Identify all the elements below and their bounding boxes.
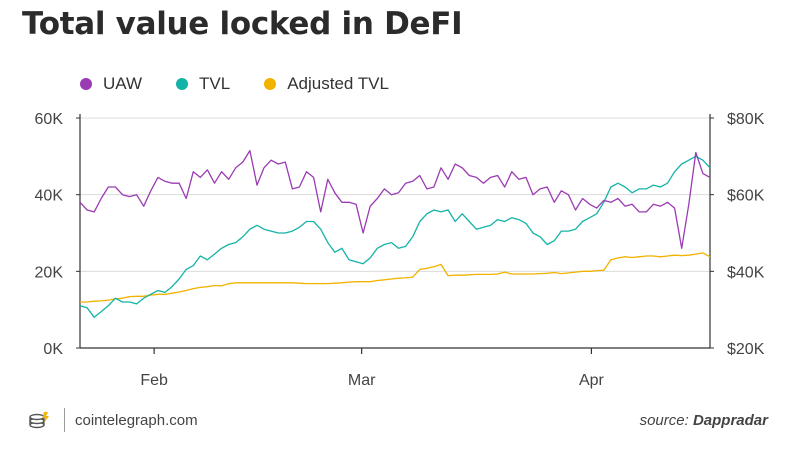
legend-swatch-adjusted-tvl: [264, 78, 277, 90]
chart-title: Total value locked in DeFI: [22, 6, 463, 42]
source-name: Dappradar: [692, 412, 768, 429]
brand-separator: [64, 408, 65, 432]
series-line-adjusted-tvl: [80, 252, 711, 303]
source-credit: source: Dappradar: [640, 412, 768, 429]
x-tick-label: Mar: [348, 372, 376, 389]
y-left-tick-label: 0K: [43, 341, 63, 358]
y-left-tick-label: 40K: [35, 188, 64, 205]
legend-swatch-uaw: [80, 78, 92, 90]
y-right-tick-label: $80K: [727, 111, 765, 128]
y-left-tick-label: 60K: [35, 111, 64, 128]
source-prefix: source:: [639, 412, 689, 429]
x-tick-label: Feb: [140, 372, 168, 389]
legend-item-tvl: TVL: [176, 74, 230, 94]
brand[interactable]: cointelegraph.com: [28, 408, 198, 432]
legend-label-tvl: TVL: [199, 74, 231, 93]
x-tick-label: Apr: [579, 372, 605, 389]
series-line-tvl: [79, 155, 711, 318]
legend-swatch-tvl: [176, 78, 189, 90]
cointelegraph-logo-icon: [29, 412, 49, 429]
legend-item-adjusted-tvl: Adjusted TVL: [264, 74, 389, 94]
y-left-tick-label: 20K: [35, 264, 64, 281]
legend-item-uaw: UAW: [80, 74, 142, 94]
brand-name: cointelegraph.com: [75, 411, 198, 429]
y-right-tick-label: $40K: [727, 264, 765, 281]
footer: cointelegraph.com source: Dappradar: [0, 394, 800, 450]
series-line-uaw: [79, 149, 711, 249]
legend-label-adjusted-tvl: Adjusted TVL: [287, 74, 389, 93]
legend-label-uaw: UAW: [103, 74, 143, 93]
legend: UAW TVL Adjusted TVL: [80, 74, 423, 94]
y-right-tick-label: $20K: [727, 341, 765, 358]
y-right-tick-label: $60K: [727, 188, 765, 205]
